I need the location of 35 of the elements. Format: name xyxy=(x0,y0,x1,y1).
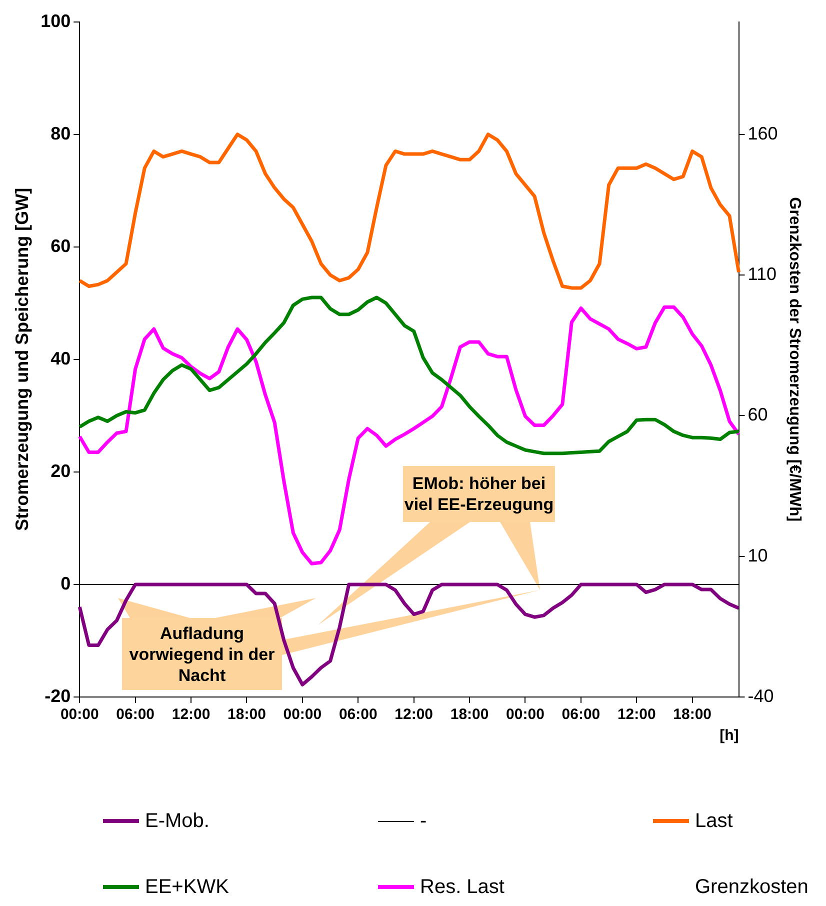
y2-tick-label: 110 xyxy=(748,264,776,284)
y-tick-label: 60 xyxy=(50,236,71,256)
x-tick-label: 06:00 xyxy=(562,706,600,724)
x-tick-label: 00:00 xyxy=(283,706,322,724)
legend-label: - xyxy=(420,810,427,832)
y-tick-label: 40 xyxy=(50,348,71,368)
annotation: Aufladung vorwiegend in der Nacht xyxy=(128,622,276,686)
x-tick-label: 00:00 xyxy=(506,706,544,724)
y-tick-label: 100 xyxy=(40,10,71,31)
y-tick-label: 20 xyxy=(50,460,71,481)
x-tick-label: 12:00 xyxy=(172,706,210,724)
x-axis-title: [h] xyxy=(720,727,739,744)
annotation: EMob: höher bei viel EE-Erzeugung xyxy=(403,473,555,515)
y-axis-title: Stromerzeugung und Speicherung [GW] xyxy=(12,188,32,531)
x-tick-label: 18:00 xyxy=(673,706,712,724)
x-tick-label: 00:00 xyxy=(60,706,99,724)
x-tick-label: 18:00 xyxy=(450,706,489,724)
y2-axis-title: Grenzkosten der Stromerzeugung [€/MWh] xyxy=(786,197,803,522)
y-tick-label: 80 xyxy=(50,123,71,144)
x-tick-label: 06:00 xyxy=(338,706,378,724)
y2-tick-label: 60 xyxy=(748,404,768,425)
x-tick-label: 06:00 xyxy=(116,706,155,724)
legend-label: E-Mob. xyxy=(145,810,210,832)
text: Grenzkosten xyxy=(695,876,808,898)
legend-label: EE+KWK xyxy=(145,876,229,898)
y2-tick-label: 10 xyxy=(748,545,768,566)
y2-tick-label: -40 xyxy=(748,686,774,706)
x-tick-label: 18:00 xyxy=(228,706,266,724)
y2-tick-label: 160 xyxy=(748,123,778,144)
x-tick-label: 12:00 xyxy=(617,706,656,724)
y-tick-label: 0 xyxy=(60,573,71,594)
legend-label: Res. Last xyxy=(420,876,504,898)
x-tick-label: 12:00 xyxy=(394,706,434,724)
legend-label: Last xyxy=(695,810,733,832)
y-tick-label: -20 xyxy=(44,686,71,706)
